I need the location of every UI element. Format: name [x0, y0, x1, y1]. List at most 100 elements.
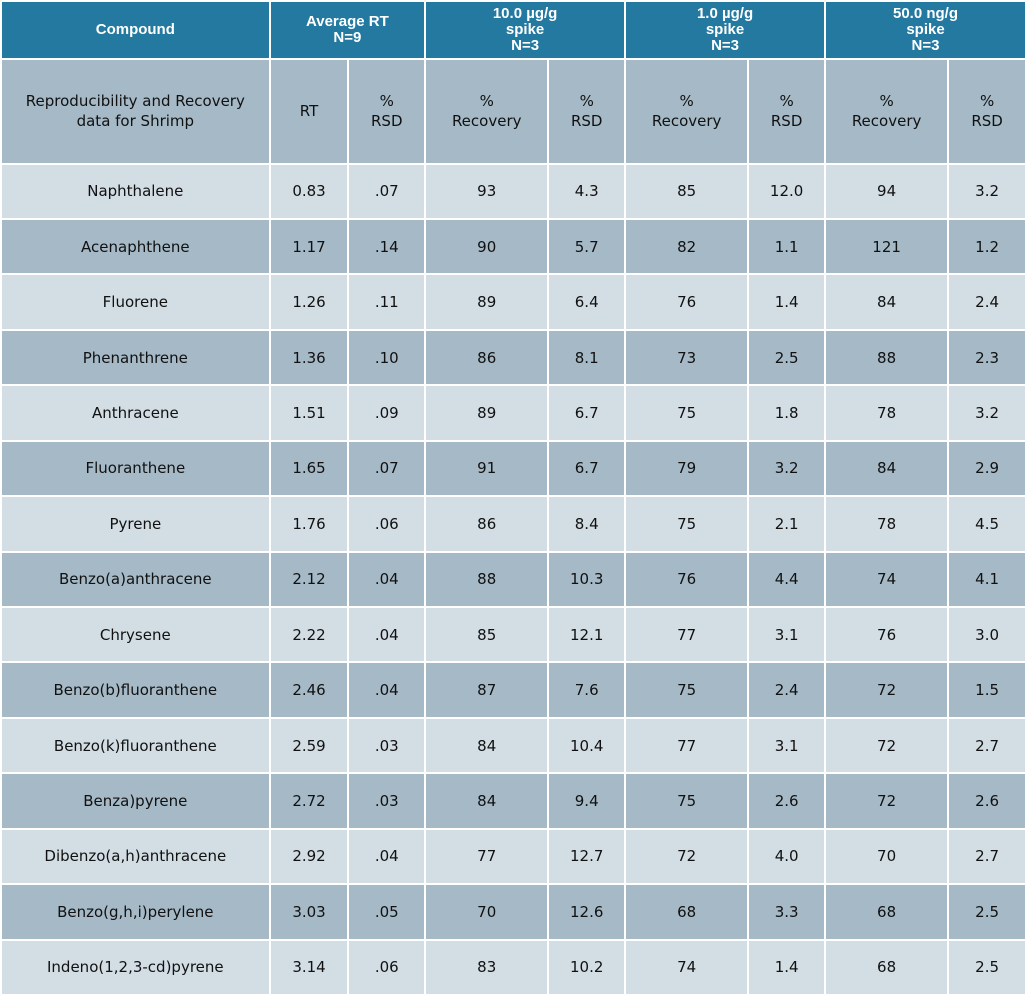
header-spike-1-label: spike	[705, 21, 745, 38]
cell-compound: Indeno(1,2,3-cd)pyrene	[2, 940, 269, 994]
table-row: Anthracene 1.51.09 89 6.7 75 1.8 78 3.2	[2, 386, 1025, 440]
table-row: Fluorene 1.26.11 89 6.4 76 1.4 84 2.4	[2, 275, 1025, 329]
cell-rsd-50: 2.9	[949, 441, 1025, 496]
cell-rt-rsd: .14	[349, 220, 425, 274]
cell-recovery-10: 77	[426, 829, 548, 884]
cell-recovery-10: 89	[426, 275, 548, 329]
cell-recovery-1: 82	[626, 220, 748, 274]
subheader-rt-rsd: % RSD	[349, 60, 425, 163]
header-spike-1: 1.0 µg/g spike N=3	[626, 2, 824, 58]
cell-rsd-50: 3.2	[949, 164, 1025, 219]
cell-rsd-1: 2.6	[749, 774, 824, 828]
cell-rsd-10: 10.4	[549, 718, 625, 773]
cell-recovery-10: 84	[426, 718, 548, 773]
cell-rt: 2.92	[270, 829, 348, 884]
cell-rt-rsd: .03	[349, 774, 425, 828]
cell-rsd-50: 1.2	[949, 220, 1025, 274]
cell-rsd-10: 6.4	[549, 275, 625, 329]
cell-recovery-50: 84	[826, 441, 948, 496]
header-average-rt-n: N=9	[333, 29, 362, 46]
cell-rt: 1.76	[270, 497, 348, 551]
cell-recovery-50: 72	[826, 663, 948, 717]
header-compound: Compound	[2, 2, 269, 58]
cell-rsd-10: 6.7	[549, 441, 625, 496]
cell-rt: 1.65	[270, 441, 348, 496]
header-spike-1-n: N=3	[711, 37, 739, 54]
cell-rsd-50: 2.5	[949, 940, 1025, 994]
cell-rt: 2.12	[270, 552, 348, 607]
table-row: Benzo(a)anthracene 2.12.04 88 10.3 76 4.4 74 4.…	[2, 552, 1025, 607]
cell-rsd-1: 3.2	[749, 441, 824, 496]
cell-rsd-1: 1.1	[749, 220, 824, 274]
cell-rt-rsd: .06	[349, 497, 425, 551]
cell-rsd-10: 12.1	[549, 608, 625, 662]
cell-recovery-50: 94	[826, 164, 948, 219]
cell-rsd-10: 6.7	[549, 386, 625, 440]
cell-rsd-10: 9.4	[549, 774, 625, 828]
cell-rsd-1: 12.0	[749, 164, 824, 219]
cell-rsd-50: 2.6	[949, 774, 1025, 828]
cell-compound: Anthracene	[2, 386, 269, 440]
cell-recovery-1: 72	[626, 829, 748, 884]
subheader-recovery-label: Recovery	[451, 112, 522, 131]
cell-recovery-1: 73	[626, 330, 748, 385]
cell-compound: Chrysene	[2, 608, 269, 662]
table-row: Indeno(1,2,3-cd)pyrene 3.14.06 83 10.2 74 1.4…	[2, 940, 1025, 994]
subheader-rsd-label: RSD	[371, 112, 403, 131]
cell-rt: 3.14	[270, 940, 348, 994]
cell-rt: 1.17	[270, 220, 348, 274]
header-spike-50-label: spike	[906, 21, 945, 38]
cell-recovery-10: 93	[426, 164, 548, 219]
cell-recovery-1: 75	[626, 386, 748, 440]
cell-rsd-10: 12.6	[549, 885, 625, 939]
cell-compound: Dibenzo(a,h)anthracene	[2, 829, 269, 884]
cell-recovery-50: 72	[826, 718, 948, 773]
subheader-recovery-label: Recovery	[851, 112, 922, 131]
subheader-recovery-pct: %	[879, 92, 894, 111]
cell-rt-rsd: .11	[349, 275, 425, 329]
cell-rt-rsd: .04	[349, 608, 425, 662]
header-average-rt: Average RT N=9	[270, 2, 425, 58]
cell-recovery-50: 74	[826, 552, 948, 607]
subheader-recovery-10: % Recovery	[426, 60, 548, 163]
cell-recovery-50: 68	[826, 940, 948, 994]
cell-rt: 2.22	[270, 608, 348, 662]
cell-rsd-1: 3.1	[749, 608, 824, 662]
header-spike-10-n: N=3	[511, 37, 540, 54]
cell-rsd-50: 3.2	[949, 386, 1025, 440]
cell-rt: 2.59	[270, 718, 348, 773]
header-spike-10-label: spike	[505, 21, 545, 38]
subheader-rsd-label: RSD	[570, 112, 603, 131]
cell-rt-rsd: .06	[349, 940, 425, 994]
cell-compound: Phenanthrene	[2, 330, 269, 385]
cell-rt-rsd: .09	[349, 386, 425, 440]
cell-rsd-10: 12.7	[549, 829, 625, 884]
table-row: Benzo(b)fluoranthene 2.46.04 87 7.6 75 2.4 72 1…	[2, 663, 1025, 717]
cell-recovery-1: 75	[626, 497, 748, 551]
cell-rsd-50: 2.7	[949, 829, 1025, 884]
cell-recovery-10: 84	[426, 774, 548, 828]
table-row: Dibenzo(a,h)anthracene 2.92.04 77 12.7 72 4.0…	[2, 829, 1025, 884]
cell-recovery-1: 76	[626, 552, 748, 607]
cell-compound: Benzo(k)fluoranthene	[2, 718, 269, 773]
cell-compound: Benzo(g,h,i)perylene	[2, 885, 269, 939]
cell-rsd-50: 2.5	[949, 885, 1025, 939]
cell-recovery-10: 85	[426, 608, 548, 662]
cell-recovery-10: 88	[426, 552, 548, 607]
cell-recovery-1: 77	[626, 718, 748, 773]
cell-rt-rsd: .07	[349, 441, 425, 496]
cell-recovery-50: 70	[826, 829, 948, 884]
cell-rsd-1: 1.4	[749, 940, 824, 994]
cell-recovery-10: 89	[426, 386, 548, 440]
cell-rsd-10: 8.1	[549, 330, 625, 385]
cell-rt-rsd: .07	[349, 164, 425, 219]
cell-rsd-10: 8.4	[549, 497, 625, 551]
cell-rsd-50: 2.7	[949, 718, 1025, 773]
cell-rsd-1: 4.0	[749, 829, 824, 884]
cell-rt-rsd: .05	[349, 885, 425, 939]
cell-rsd-50: 4.1	[949, 552, 1025, 607]
cell-rt: 1.51	[270, 386, 348, 440]
cell-recovery-10: 90	[426, 220, 548, 274]
